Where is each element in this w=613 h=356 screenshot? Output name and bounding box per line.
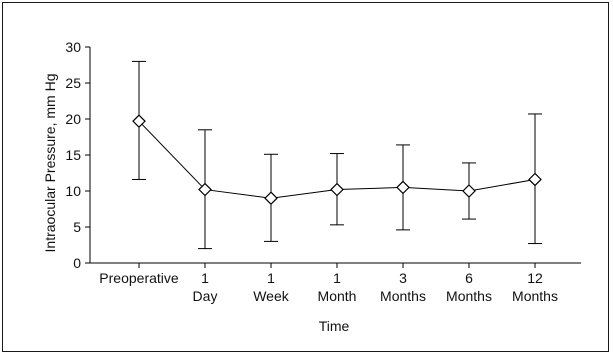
x-tick-label: Months	[512, 288, 558, 304]
x-tick-label: Preoperative	[99, 270, 179, 286]
x-tick-label: 6	[465, 270, 473, 286]
chart-frame: 0 5 10 15 20 25 30 Preoperative 1 Day 1 Week 1 Month…	[2, 2, 609, 352]
x-tick-label: 3	[399, 270, 407, 286]
x-tick-label: Day	[193, 288, 218, 304]
data-point-marker	[330, 182, 344, 197]
x-tick-label: 1	[333, 270, 341, 286]
y-tick-label: 15	[65, 147, 81, 163]
data-point-marker	[198, 182, 212, 197]
data-point-marker	[396, 180, 410, 195]
x-tick-label: 12	[527, 270, 543, 286]
x-axis-label: Time	[319, 318, 350, 334]
y-tick-label: 0	[73, 255, 81, 271]
data-point-marker	[132, 114, 146, 129]
x-tick-label: 1	[201, 270, 209, 286]
y-axis-label: Intraocular Pressure, mm Hg	[42, 74, 58, 253]
y-tick-label: 30	[65, 39, 81, 55]
y-tick-label: 25	[65, 75, 81, 91]
x-axis-ticks: Preoperative 1 Day 1 Week 1 Month 3 Months 6 Month…	[99, 263, 558, 304]
data-point-marker	[264, 191, 278, 206]
data-point-marker	[462, 184, 476, 198]
iop-line-chart: 0 5 10 15 20 25 30 Preoperative 1 Day 1 Week 1 Month…	[42, 39, 581, 334]
y-axis-ticks: 0 5 10 15 20 25 30	[65, 39, 90, 271]
data-point-marker	[528, 172, 542, 187]
y-tick-label: 10	[65, 183, 81, 199]
series-layer	[132, 60, 542, 250]
x-tick-label: Months	[446, 288, 492, 304]
x-tick-label: Month	[318, 288, 357, 304]
x-tick-label: Week	[253, 288, 290, 304]
axes	[89, 47, 581, 264]
y-tick-label: 20	[65, 111, 81, 127]
x-tick-label: Months	[380, 288, 426, 304]
y-tick-label: 5	[73, 219, 81, 235]
x-tick-label: 1	[267, 270, 275, 286]
